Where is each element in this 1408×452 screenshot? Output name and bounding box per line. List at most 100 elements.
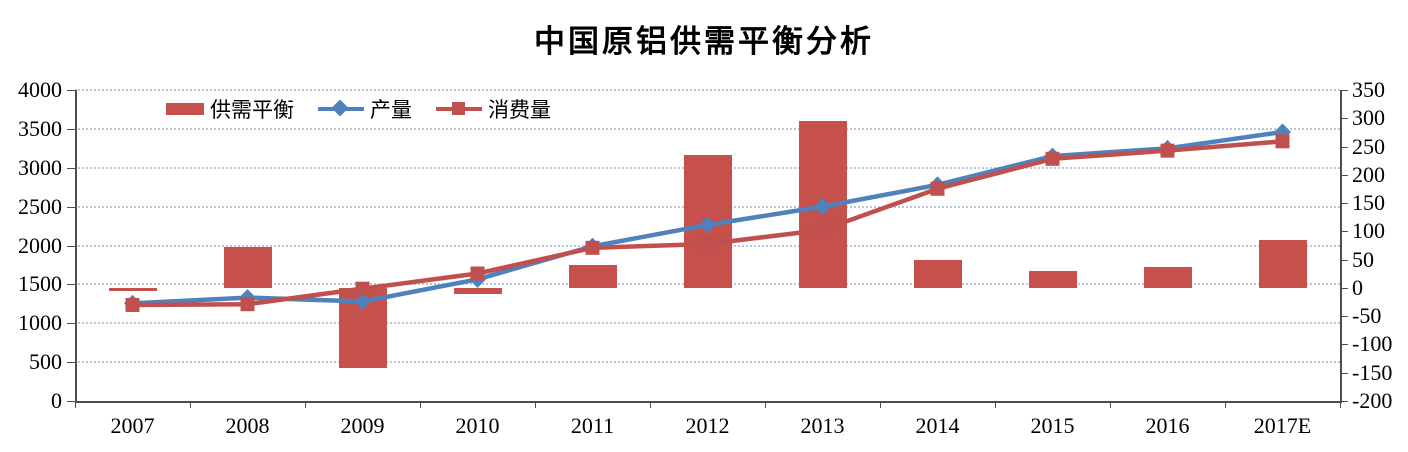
consumption-marker <box>125 297 140 312</box>
y-left-tick-label: 1000 <box>18 310 62 336</box>
y-left-tick-label: 3500 <box>18 115 62 141</box>
y-right-tick-label: 100 <box>1352 218 1385 244</box>
y-left-tick-label: 0 <box>51 388 62 413</box>
y-right-tick-label: -100 <box>1352 331 1393 357</box>
production-marker <box>354 292 371 310</box>
y-right-tick <box>1340 90 1348 91</box>
production-marker <box>699 216 716 234</box>
y-left-tick <box>67 362 75 364</box>
x-axis-tick <box>880 401 881 408</box>
balance-bar <box>108 287 157 291</box>
consumption-marker <box>240 297 255 312</box>
x-tick-label: 2008 <box>225 413 270 438</box>
y-right-tick <box>1340 287 1348 289</box>
y-left-tick <box>67 128 75 130</box>
y-right-tick <box>1340 231 1348 233</box>
y-right-tick <box>1340 203 1348 205</box>
y-left-tick <box>67 401 75 402</box>
balance-bar <box>568 265 617 288</box>
y-right-tick-label: 0 <box>1352 274 1363 300</box>
gridline <box>75 322 1340 325</box>
consumption-marker <box>1160 143 1175 158</box>
consumption-marker <box>585 240 600 255</box>
x-tick-label: 2015 <box>1030 413 1075 438</box>
x-axis-tick <box>1225 401 1226 408</box>
y-left-tick <box>67 90 75 91</box>
x-axis-tick <box>1340 401 1341 408</box>
y-right-tick-label: 200 <box>1352 161 1385 187</box>
x-axis-tick <box>420 401 421 408</box>
y-left-tick <box>67 245 75 247</box>
y-right-tick-label: 150 <box>1352 190 1385 216</box>
balance-bar <box>1028 270 1077 288</box>
y-left-tick-label: 2000 <box>18 232 62 258</box>
consumption-marker <box>700 236 715 251</box>
legend-item: 产量 <box>318 94 412 124</box>
x-tick-label: 2017E <box>1253 413 1312 438</box>
balance-bar <box>223 247 272 288</box>
y-left-axis <box>75 90 77 402</box>
y-right-tick <box>1340 401 1348 402</box>
y-left-tick-label: 3000 <box>18 154 62 180</box>
balance-bar <box>1258 239 1307 288</box>
x-tick-label: 2012 <box>685 413 730 438</box>
production-marker <box>814 198 831 216</box>
y-right-axis <box>1340 90 1342 402</box>
gridline <box>75 127 1340 130</box>
y-right-tick-label: 300 <box>1352 105 1385 131</box>
x-tick-label: 2010 <box>455 413 500 438</box>
y-right-tick-label: 50 <box>1352 246 1374 272</box>
y-left-tick <box>67 206 75 208</box>
y-left-tick-label: 1500 <box>18 271 62 297</box>
x-tick-label: 2016 <box>1145 413 1190 438</box>
legend-label: 产量 <box>370 99 412 122</box>
legend-label: 供需平衡 <box>210 99 294 122</box>
legend-item: 供需平衡 <box>166 94 294 124</box>
x-axis-tick <box>765 401 766 408</box>
x-axis-tick <box>535 401 536 408</box>
consumption-marker <box>815 222 830 237</box>
y-right-tick <box>1340 174 1348 176</box>
consumption-marker <box>930 181 945 196</box>
x-tick-label: 2014 <box>915 413 960 438</box>
x-axis-tick <box>75 401 76 408</box>
y-left-tick <box>67 167 75 169</box>
y-right-tick <box>1340 316 1348 318</box>
y-left-tick-label: 500 <box>29 349 62 375</box>
legend-diamond-line-icon <box>318 99 364 117</box>
y-right-tick <box>1340 146 1348 148</box>
x-tick-label: 2009 <box>340 413 385 438</box>
balance-bar <box>1143 266 1192 288</box>
y-left-tick <box>67 284 75 286</box>
legend-square-line-icon <box>436 101 482 117</box>
y-right-tick-label: -200 <box>1352 388 1393 413</box>
y-left-tick <box>67 323 75 325</box>
y-right-tick <box>1340 259 1348 261</box>
x-tick-label: 2007 <box>110 413 155 438</box>
chart-title: 中国原铝供需平衡分析 <box>534 24 874 59</box>
x-tick-label: 2011 <box>570 413 615 438</box>
x-axis-tick <box>995 401 996 408</box>
y-right-tick <box>1340 372 1348 374</box>
square-icon <box>452 102 465 115</box>
x-axis-tick <box>650 401 651 408</box>
y-right-tick-label: -150 <box>1352 359 1393 385</box>
y-right-tick-label: 250 <box>1352 133 1385 159</box>
y-left-tick-label: 2500 <box>18 193 62 219</box>
x-axis-tick <box>305 401 306 408</box>
x-axis-tick <box>1110 401 1111 408</box>
x-axis <box>75 401 1342 403</box>
consumption-marker <box>1045 151 1060 166</box>
legend-label: 消费量 <box>488 99 551 122</box>
legend-item: 消费量 <box>436 94 551 124</box>
consumption-marker <box>1275 134 1290 149</box>
y-right-tick-label: 350 <box>1352 77 1385 102</box>
consumption-marker <box>355 281 370 296</box>
x-axis-tick <box>190 401 191 408</box>
balance-bar <box>453 287 502 294</box>
x-tick-label: 2013 <box>800 413 845 438</box>
balance-bar <box>913 259 962 288</box>
y-right-tick <box>1340 118 1348 120</box>
